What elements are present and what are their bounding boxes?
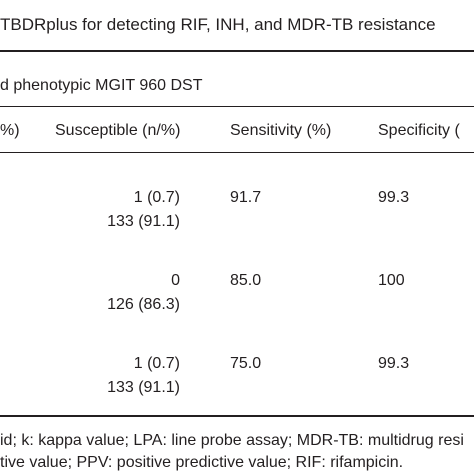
table-title: TBDRplus for detecting RIF, INH, and MDR…: [0, 15, 436, 34]
footnote: id; k: kappa value; LPA: line probe assa…: [0, 432, 464, 449]
susceptible-cell: 133 (91.1): [107, 213, 180, 230]
sensitivity-cell: 91.7: [230, 189, 262, 206]
header-cell: %): [0, 122, 20, 139]
susceptible-cell: 0: [171, 272, 180, 289]
header-cell: Susceptible (n/%): [55, 122, 181, 139]
header-cell: Specificity (: [378, 122, 460, 139]
susceptible-cell: 1 (0.7): [133, 355, 180, 372]
table-subtitle: d phenotypic MGIT 960 DST: [0, 77, 203, 94]
header-cell: Sensitivity (%): [230, 122, 332, 139]
rule: [0, 106, 474, 107]
bottom-rule: [0, 415, 474, 417]
sensitivity-cell: 85.0: [230, 272, 262, 289]
specificity-cell: 100: [378, 272, 405, 289]
specificity-cell: 99.3: [378, 189, 410, 206]
specificity-cell: 99.3: [378, 355, 410, 372]
susceptible-cell: 126 (86.3): [107, 296, 180, 313]
footnote: tive value; PPV: positive predictive val…: [0, 454, 404, 471]
susceptible-cell: 133 (91.1): [107, 379, 180, 396]
rule: [0, 152, 474, 153]
susceptible-cell: 1 (0.7): [133, 189, 180, 206]
sensitivity-cell: 75.0: [230, 355, 262, 372]
top-rule: [0, 50, 474, 52]
